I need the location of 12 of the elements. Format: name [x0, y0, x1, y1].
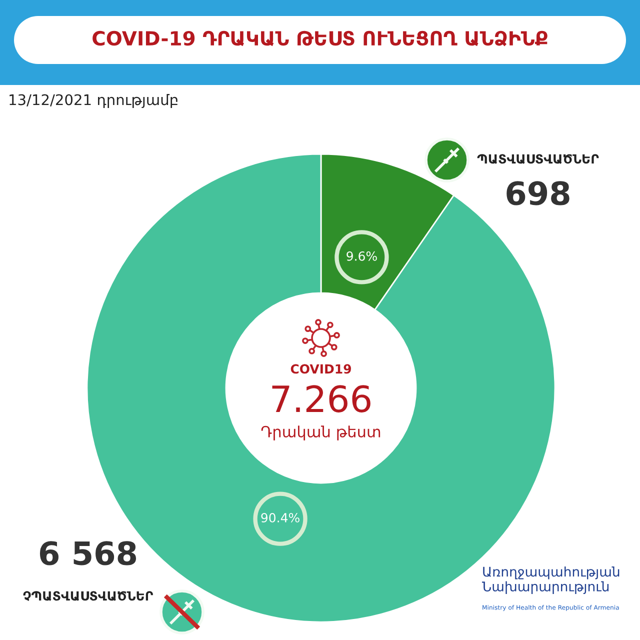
text: 9.6% [346, 251, 377, 261]
data-label: 6 568 [40, 541, 136, 566]
text: Դրական թեստ [261, 426, 380, 440]
slice-label: ՉՊԱՏՎԱՍՏՎԱԾՆԵՐ [23, 591, 153, 602]
slice-label: ՊԱՏՎԱՍՏՎԱԾՆԵՐ [477, 154, 599, 164]
text: 90.4% [261, 512, 300, 522]
chart-subtitle: 13/12/2021 դրությամբ [10, 94, 178, 108]
text: COVID19 [290, 364, 351, 374]
text: Առողջապահության Նախարարություն [482, 566, 620, 594]
chart-title: COVID-19 ԴՐԱԿԱՆ ԹԵՍՏ ՈՒՆԵՑՈՂ ԱՆՁԻՆՔ [92, 30, 548, 46]
data-label: 698 [506, 181, 570, 206]
text: 7.266 [272, 385, 370, 412]
